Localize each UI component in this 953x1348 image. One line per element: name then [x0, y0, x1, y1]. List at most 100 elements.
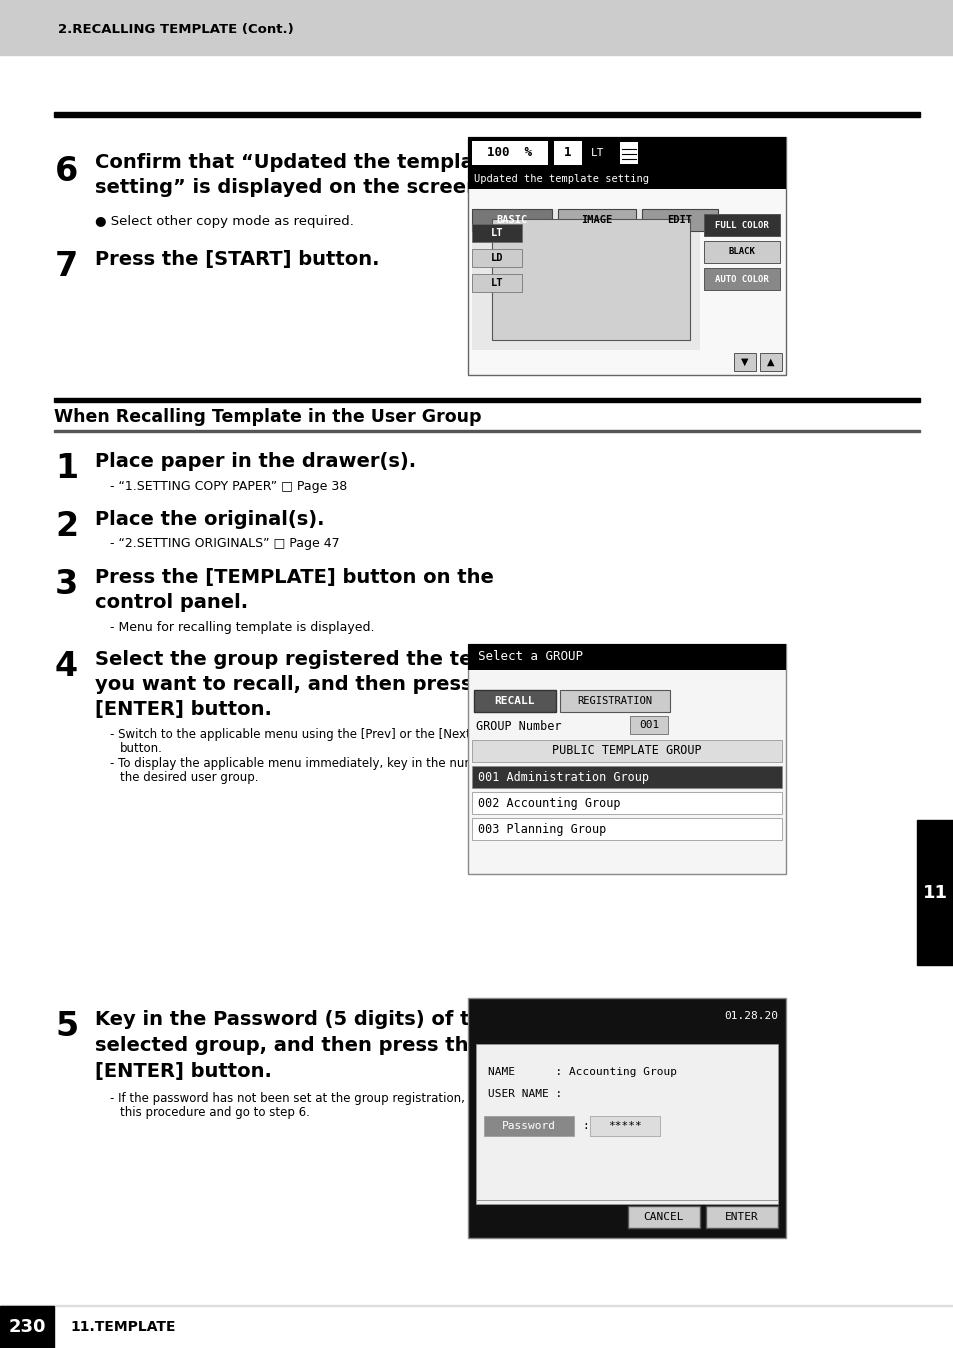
- Text: IMAGE: IMAGE: [580, 214, 612, 225]
- Text: 230: 230: [9, 1318, 46, 1336]
- Bar: [468, 137, 785, 168]
- Bar: [733, 353, 755, 371]
- Bar: [468, 998, 785, 1237]
- Text: 003 Planning Group: 003 Planning Group: [477, 822, 605, 836]
- Text: NAME      : Accounting Group: NAME : Accounting Group: [488, 1068, 677, 1077]
- Text: this procedure and go to step 6.: this procedure and go to step 6.: [120, 1105, 310, 1119]
- Text: selected group, and then press the: selected group, and then press the: [95, 1037, 481, 1055]
- Text: 11: 11: [922, 883, 946, 902]
- Bar: [558, 209, 636, 231]
- Text: REGISTRATION: REGISTRATION: [577, 696, 652, 706]
- Text: 1: 1: [55, 452, 78, 485]
- Bar: [472, 142, 547, 164]
- Text: Confirm that “Updated the template: Confirm that “Updated the template: [95, 154, 496, 173]
- Bar: [472, 209, 700, 350]
- Text: Place paper in the drawer(s).: Place paper in the drawer(s).: [95, 452, 416, 470]
- Text: you want to recall, and then press the: you want to recall, and then press the: [95, 675, 516, 694]
- Bar: [619, 142, 638, 164]
- Text: Select a GROUP: Select a GROUP: [477, 651, 582, 663]
- Bar: [54, 112, 919, 117]
- Text: - Menu for recalling template is displayed.: - Menu for recalling template is display…: [110, 621, 375, 634]
- Bar: [472, 766, 781, 789]
- Bar: [468, 644, 785, 670]
- Bar: [760, 353, 781, 371]
- Text: Select the group registered the template: Select the group registered the template: [95, 650, 549, 669]
- Bar: [559, 690, 669, 712]
- Text: LT: LT: [490, 278, 503, 288]
- Bar: [0, 1306, 953, 1348]
- Text: LT: LT: [490, 228, 503, 239]
- Bar: [0, 1306, 54, 1348]
- Text: 4: 4: [55, 650, 78, 683]
- Text: ● Select other copy mode as required.: ● Select other copy mode as required.: [95, 214, 354, 228]
- Text: 002 Accounting Group: 002 Accounting Group: [477, 797, 619, 810]
- Text: - If the password has not been set at the group registration, skip: - If the password has not been set at th…: [110, 1092, 492, 1105]
- Text: Place the original(s).: Place the original(s).: [95, 510, 324, 528]
- Bar: [627, 1206, 700, 1228]
- Text: 2: 2: [55, 510, 78, 543]
- Text: 5: 5: [55, 1010, 78, 1043]
- Bar: [472, 818, 781, 840]
- Text: 001 Administration Group: 001 Administration Group: [477, 771, 648, 783]
- Text: ▼: ▼: [740, 357, 748, 367]
- Bar: [703, 214, 780, 236]
- Bar: [54, 430, 919, 431]
- Bar: [468, 168, 785, 189]
- Text: 2.RECALLING TEMPLATE (Cont.): 2.RECALLING TEMPLATE (Cont.): [58, 23, 294, 36]
- Bar: [54, 398, 919, 402]
- Bar: [589, 1116, 659, 1136]
- Text: 7: 7: [55, 249, 78, 283]
- Text: Updated the template setting: Updated the template setting: [474, 174, 648, 183]
- Text: 100  %: 100 %: [487, 147, 532, 159]
- Text: control panel.: control panel.: [95, 593, 248, 612]
- Bar: [483, 1116, 574, 1136]
- Text: 01.28.20: 01.28.20: [723, 1011, 778, 1020]
- Text: Password: Password: [501, 1122, 556, 1131]
- Bar: [554, 142, 581, 164]
- Bar: [916, 820, 953, 965]
- Text: - To display the applicable menu immediately, key in the number of: - To display the applicable menu immedia…: [110, 758, 510, 770]
- Text: - Switch to the applicable menu using the [Prev] or the [Next]: - Switch to the applicable menu using th…: [110, 728, 475, 741]
- Text: the desired user group.: the desired user group.: [120, 771, 258, 785]
- Text: Press the [TEMPLATE] button on the: Press the [TEMPLATE] button on the: [95, 568, 494, 586]
- Bar: [492, 218, 689, 340]
- Bar: [472, 793, 781, 814]
- Text: 6: 6: [55, 155, 78, 187]
- Bar: [472, 274, 521, 293]
- Text: EDIT: EDIT: [667, 214, 692, 225]
- Text: CANCEL: CANCEL: [643, 1212, 683, 1223]
- Bar: [472, 740, 781, 762]
- Text: ENTER: ENTER: [724, 1212, 758, 1223]
- Text: [ENTER] button.: [ENTER] button.: [95, 1062, 272, 1081]
- Bar: [476, 1043, 778, 1204]
- Bar: [472, 224, 521, 243]
- Bar: [705, 1206, 778, 1228]
- Text: USER NAME :: USER NAME :: [488, 1089, 561, 1099]
- Text: 11.TEMPLATE: 11.TEMPLATE: [70, 1320, 175, 1335]
- Text: - “2.SETTING ORIGINALS” □ Page 47: - “2.SETTING ORIGINALS” □ Page 47: [110, 537, 339, 550]
- Text: When Recalling Template in the User Group: When Recalling Template in the User Grou…: [54, 408, 481, 426]
- Bar: [703, 241, 780, 263]
- Text: BASIC: BASIC: [496, 214, 527, 225]
- Text: BLACK: BLACK: [728, 248, 755, 256]
- Bar: [474, 690, 556, 712]
- Text: RECALL: RECALL: [495, 696, 535, 706]
- Text: FULL COLOR: FULL COLOR: [715, 221, 768, 229]
- Bar: [641, 209, 718, 231]
- Text: button.: button.: [120, 741, 163, 755]
- Text: :: :: [581, 1122, 588, 1131]
- Bar: [0, 0, 953, 55]
- Text: GROUP Number: GROUP Number: [476, 720, 561, 733]
- Bar: [629, 716, 667, 735]
- Text: Press the [START] button.: Press the [START] button.: [95, 249, 379, 270]
- Bar: [468, 644, 785, 874]
- Text: 1: 1: [563, 147, 571, 159]
- Text: 001: 001: [639, 720, 659, 731]
- Bar: [472, 249, 521, 267]
- Bar: [472, 209, 552, 231]
- Text: - “1.SETTING COPY PAPER” □ Page 38: - “1.SETTING COPY PAPER” □ Page 38: [110, 480, 347, 493]
- Text: Key in the Password (5 digits) of the: Key in the Password (5 digits) of the: [95, 1010, 497, 1029]
- Text: PUBLIC TEMPLATE GROUP: PUBLIC TEMPLATE GROUP: [552, 744, 701, 758]
- Text: AUTO COLOR: AUTO COLOR: [715, 275, 768, 283]
- Text: *****: *****: [607, 1122, 641, 1131]
